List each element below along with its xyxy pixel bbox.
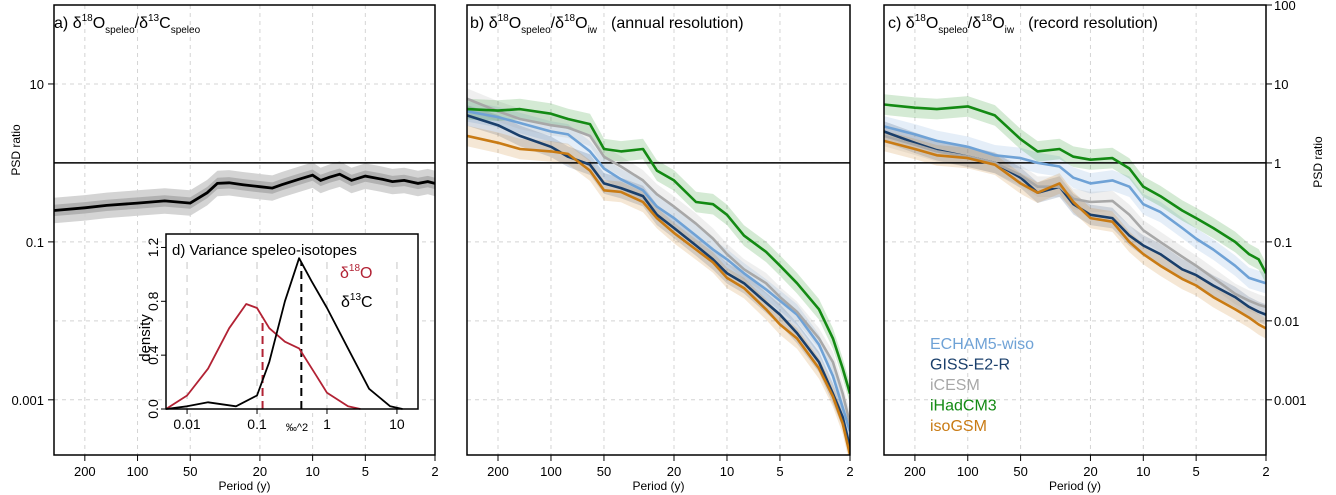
inset-density-d13c <box>165 257 403 410</box>
panel-a-ratio-line <box>54 172 435 212</box>
x-tick-label: 5 <box>362 464 369 479</box>
panel-d-inset: 0.01 0.1 1 10 0.0 0.4 0.8 1.2 <box>145 233 419 432</box>
x-tick-label: 50 <box>183 464 197 479</box>
panel-a-confidence-band <box>54 161 435 224</box>
panel-a-inner-band <box>54 168 435 217</box>
panel-b-title: b) δ18Ospeleo/δ18Oiw (annual resolution) <box>470 13 744 36</box>
x-tick-label: 1 <box>323 416 331 432</box>
band-ihadcm3 <box>467 98 850 404</box>
panel-b-grid <box>467 4 851 455</box>
x-tick-label: 5 <box>776 464 783 479</box>
legend: ECHAM5-wiso GISS-E2-R iCESM iHadCM3 isoGSM <box>930 336 1034 435</box>
x-tick-label: 10 <box>389 416 405 432</box>
y-tick-label: 0.01 <box>1274 314 1299 329</box>
y-tick-label: 1.2 <box>145 238 161 258</box>
x-tick-label: 10 <box>305 464 319 479</box>
panel-a-title: a) δ18Ospeleo/δ13Cspeleo <box>54 13 201 36</box>
series-line-icesm <box>884 134 1266 309</box>
series-line-isogsm <box>884 139 1266 330</box>
series-line-icesm <box>467 97 850 424</box>
y-tick-label: 1 <box>1274 156 1281 171</box>
y-tick-label: 0.001 <box>1274 393 1307 408</box>
band-giss-e2-r <box>884 121 1266 325</box>
y-tick-label: 10 <box>30 77 44 92</box>
series-line-echam5-wiso <box>884 125 1266 285</box>
panel-c-xlabel: Period (y) <box>1049 479 1101 493</box>
x-tick-label: 20 <box>1083 464 1097 479</box>
legend-entry-ihadcm3: iHadCM3 <box>930 398 997 415</box>
panel-b-xlabel: Period (y) <box>632 479 684 493</box>
series-line-ihadcm3 <box>884 103 1266 274</box>
x-tick-label: 0.01 <box>173 416 200 432</box>
inset-xlabel: ‰^2 <box>286 422 308 434</box>
y-tick-label: 0.001 <box>11 393 44 408</box>
inset-ylabel: density <box>137 314 154 362</box>
x-tick-label: 100 <box>957 464 979 479</box>
inset-frame <box>165 233 419 410</box>
x-tick-label: 20 <box>667 464 681 479</box>
x-tick-label: 200 <box>904 464 926 479</box>
legend-entry-giss-e2-r: GISS-E2-R <box>930 357 1010 374</box>
inset-legend-d18o: δ18O <box>340 263 372 282</box>
panel-b-frame <box>466 4 851 456</box>
x-tick-label: 50 <box>1013 464 1027 479</box>
x-tick-label: 10 <box>1136 464 1150 479</box>
x-tick-label: 5 <box>1193 464 1200 479</box>
inset-title: d) Variance speleo-isotopes <box>172 242 357 259</box>
panel-c-title: c) δ18Ospeleo/δ18Oiw (record resolution) <box>888 13 1158 36</box>
y-tick-label: 0.1 <box>1274 235 1292 250</box>
series-line-echam5-wiso <box>467 110 850 432</box>
panel-c-frame <box>883 4 1267 456</box>
y-tick-label: 10 <box>1274 77 1288 92</box>
legend-entry-isogsm: isoGSM <box>930 418 987 435</box>
legend-entry-echam5-wiso: ECHAM5-wiso <box>930 336 1034 353</box>
x-tick-label: 20 <box>253 464 267 479</box>
panel-a: 200 100 50 20 10 5 2 Period (y) 10 0.1 0.001 PSD ra… <box>9 4 439 493</box>
panel-a-ylabel: PSD ratio <box>9 124 23 176</box>
legend-entry-icesm: iCESM <box>930 377 980 394</box>
panel-b: 200 100 50 20 10 5 2 Period (y) <box>466 4 854 493</box>
panel-a-frame <box>53 4 436 456</box>
inset-legend-d13c: δ13C <box>341 292 373 311</box>
right-axis-label: PSD ratio <box>1311 136 1325 188</box>
x-tick-label: 2 <box>846 464 853 479</box>
series-line-isogsm <box>467 134 850 455</box>
y-tick-label: 0.0 <box>145 399 161 419</box>
series-line-ihadcm3 <box>467 107 850 394</box>
x-tick-label: 200 <box>487 464 509 479</box>
band-ihadcm3 <box>884 94 1266 284</box>
x-tick-label: 200 <box>74 464 96 479</box>
y-tick-label: 0.8 <box>145 291 161 311</box>
x-tick-label: 10 <box>720 464 734 479</box>
y-tick-label: 0.1 <box>26 235 44 250</box>
x-tick-label: 2 <box>1262 464 1269 479</box>
y-tick-label: 100 <box>1274 0 1296 13</box>
x-tick-label: 100 <box>540 464 562 479</box>
x-tick-label: 100 <box>127 464 149 479</box>
panel-a-xlabel: Period (y) <box>218 479 270 493</box>
inset-background <box>166 234 418 409</box>
y-tick-label: 0.4 <box>145 345 161 365</box>
panel-c: 200 100 50 20 10 5 2 Period (y) 100 10 1 0.1 0.01 0.0… <box>883 0 1307 493</box>
x-tick-label: 0.1 <box>247 416 267 432</box>
inset-density-d18o <box>165 303 361 410</box>
x-tick-label: 50 <box>597 464 611 479</box>
band-icesm <box>467 88 850 434</box>
x-tick-label: 2 <box>431 464 438 479</box>
